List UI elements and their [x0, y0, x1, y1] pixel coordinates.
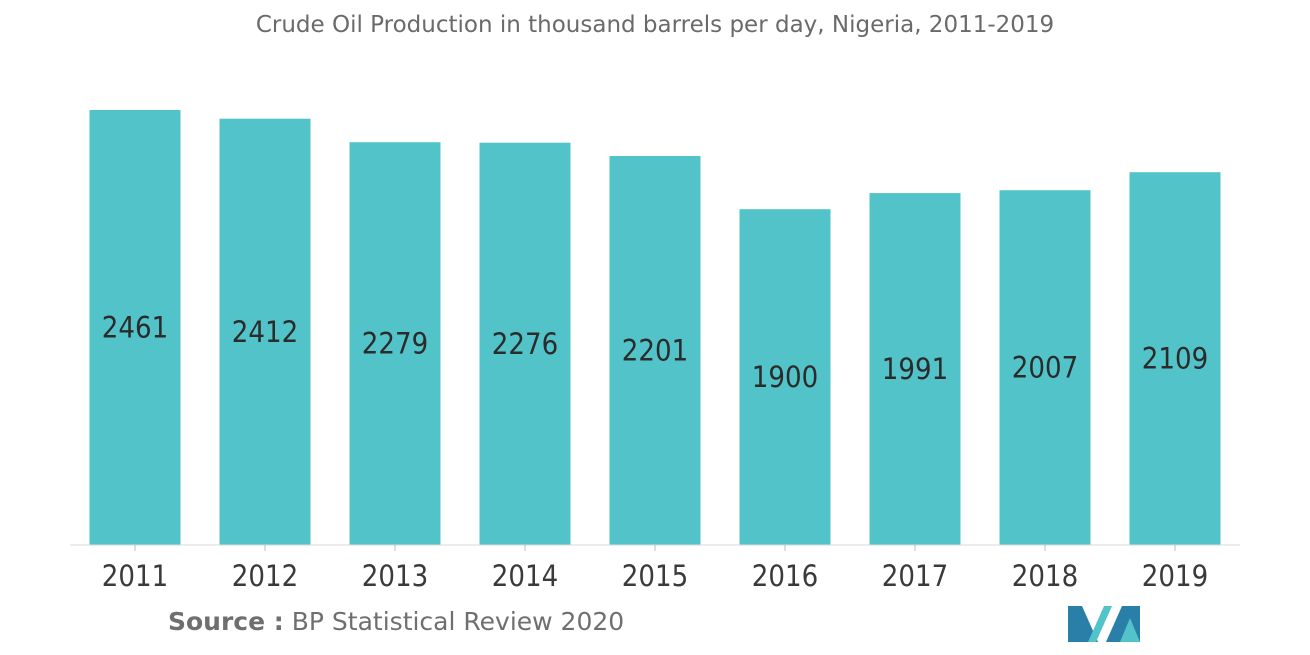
value-label-2012: 2412 — [232, 315, 298, 349]
bar-2019 — [1129, 172, 1221, 545]
mordor-intelligence-logo-icon — [1068, 606, 1140, 642]
value-label-2017: 1991 — [882, 352, 948, 386]
x-tick-label-2017: 2017 — [882, 559, 948, 593]
value-label-2019: 2109 — [1142, 342, 1208, 376]
value-label-2014: 2276 — [492, 327, 558, 361]
bar-2014 — [479, 142, 571, 545]
bar-2015 — [609, 156, 701, 545]
source-note: Source : BP Statistical Review 2020 — [168, 607, 624, 636]
bar-chart: 2461 2412 2279 2276 2201 1900 1991 2007 2109 201… — [70, 110, 1240, 593]
bar-2013 — [349, 142, 441, 545]
x-tick-label-2012: 2012 — [232, 559, 298, 593]
value-label-2011: 2461 — [102, 311, 168, 345]
value-label-2016: 1900 — [752, 360, 818, 394]
logo-shape-left — [1068, 606, 1098, 642]
x-tick-label-2018: 2018 — [1012, 559, 1078, 593]
bar-2011 — [89, 110, 181, 545]
x-tick-label-2016: 2016 — [752, 559, 818, 593]
bar-2016 — [739, 209, 831, 545]
source-prefix: Source : — [168, 607, 284, 636]
x-tick-label-2015: 2015 — [622, 559, 688, 593]
bar-2018 — [999, 190, 1091, 545]
bar-2012 — [219, 118, 311, 545]
logo-shape-mid — [1088, 606, 1112, 642]
bar-2017 — [869, 193, 961, 545]
logo-shape-accent — [1120, 618, 1140, 642]
x-tick-label-2011: 2011 — [102, 559, 168, 593]
bars-group — [89, 110, 1221, 545]
chart-title: Crude Oil Production in thousand barrels… — [255, 12, 1055, 38]
x-tick-label-2014: 2014 — [492, 559, 558, 593]
value-labels-group: 2461 2412 2279 2276 2201 1900 1991 2007 2109 — [102, 311, 1208, 395]
tick-labels-group: 2011 2012 2013 2014 2015 2016 2017 2018 2019 — [102, 559, 1208, 593]
value-label-2013: 2279 — [362, 327, 428, 361]
ticks-group — [134, 545, 1176, 551]
x-tick-label-2019: 2019 — [1142, 559, 1208, 593]
value-label-2015: 2201 — [622, 334, 688, 368]
value-label-2018: 2007 — [1012, 351, 1078, 385]
source-text: BP Statistical Review 2020 — [291, 607, 625, 636]
x-tick-label-2013: 2013 — [362, 559, 428, 593]
